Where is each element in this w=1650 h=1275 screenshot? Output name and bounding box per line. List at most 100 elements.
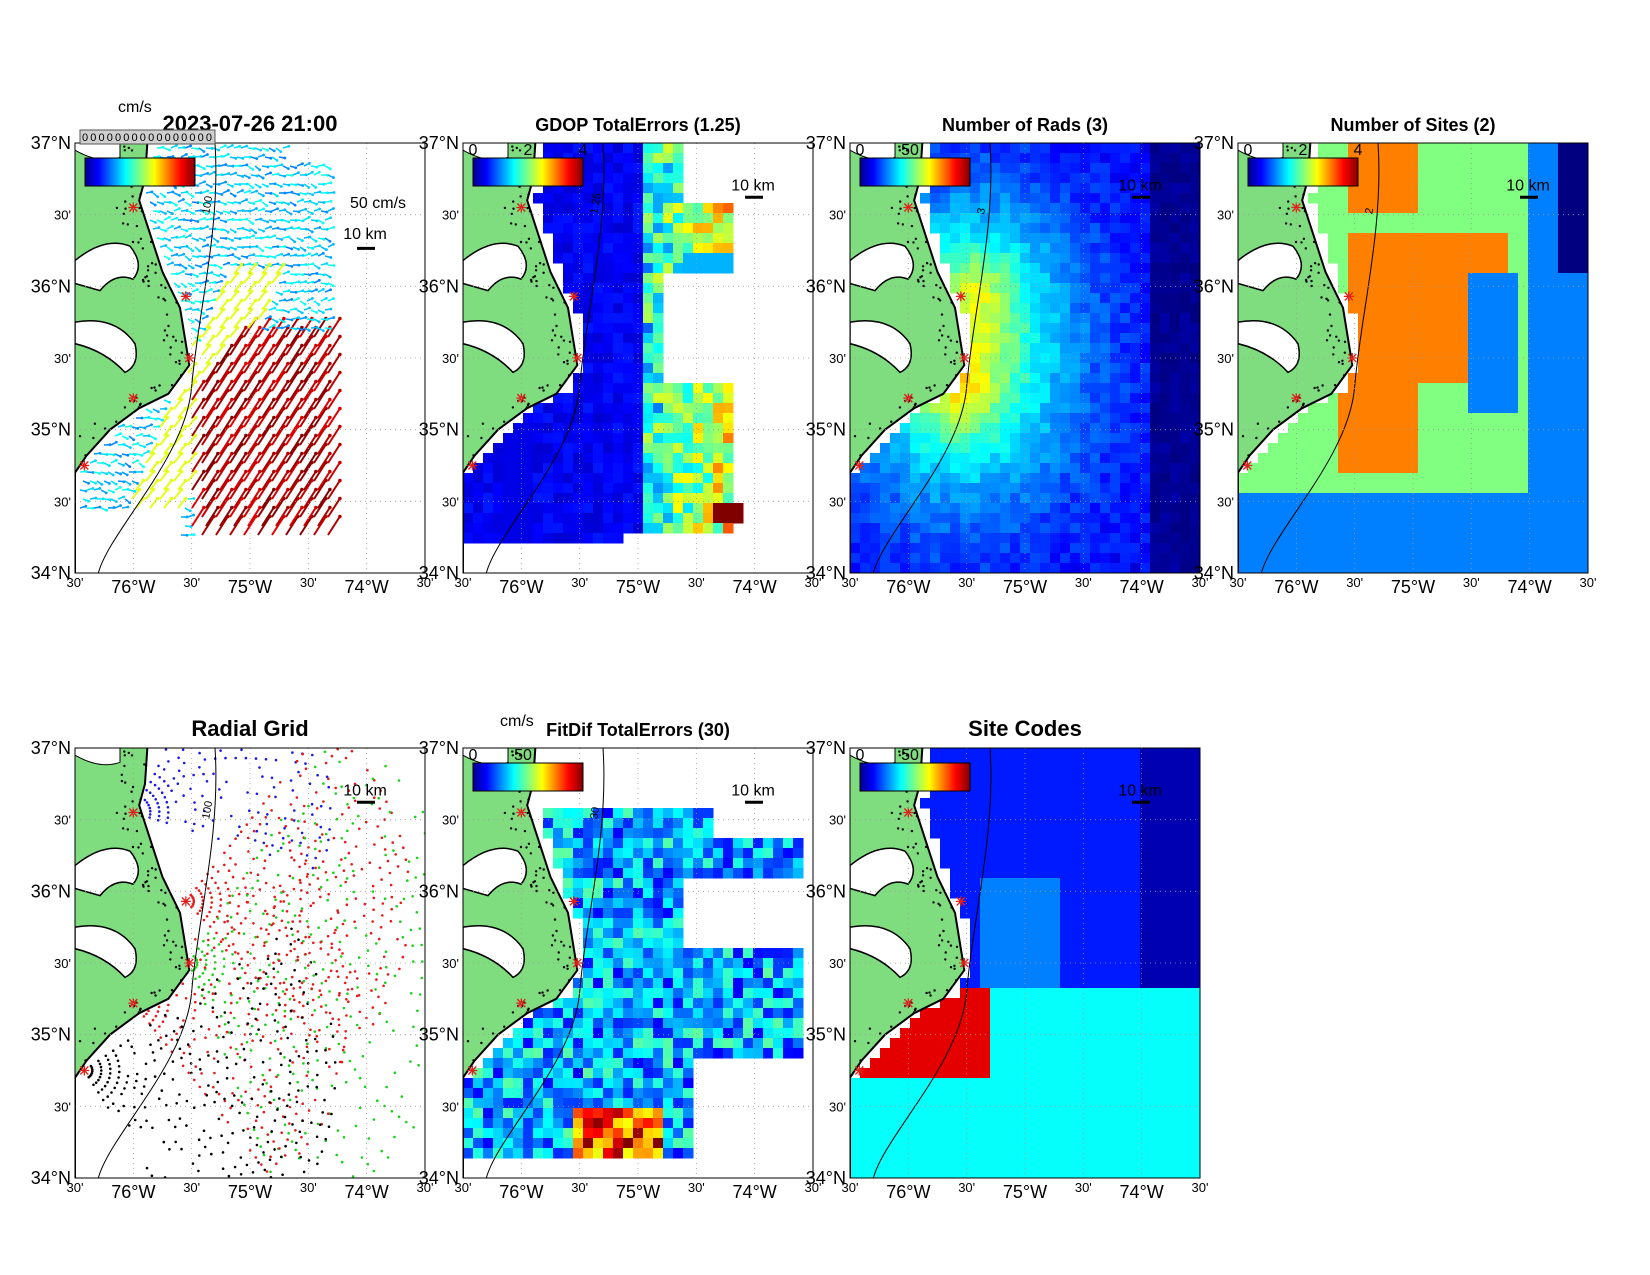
scale-bar-label: 10 km [1118, 177, 1162, 194]
lat-tick-label: 37°N [419, 738, 459, 758]
radar-site-marker [1242, 460, 1253, 471]
radar-site-marker [184, 353, 195, 363]
panel-title-rads: Number of Rads (3) [942, 115, 1108, 135]
colorbar-unit-fitdif: cm/s [500, 713, 534, 730]
lon-tick-label: 30' [958, 1180, 975, 1195]
isobath-contour [1260, 143, 1380, 573]
albemarle-sound [850, 847, 914, 897]
lat-tick-label: 35°N [31, 420, 71, 440]
radar-site-marker [572, 958, 583, 968]
panel-site-codes: 37°N30'36°N30'35°N30'34°N30' 76°W 30' 75°W 3… [806, 738, 1209, 1202]
lat-tick-label: 36°N [806, 881, 846, 901]
pamlico-sound [75, 320, 137, 374]
lon-tick-label: 30' [300, 575, 317, 590]
data-cells [1238, 143, 1588, 573]
graticule [850, 748, 1200, 1178]
pamlico-sound [75, 925, 137, 979]
graticule [463, 143, 813, 573]
lat-tick-label: 34°N [31, 1168, 71, 1188]
scale-bar-label: 10 km [343, 226, 387, 243]
scale-bar-label: 10 km [343, 782, 387, 799]
lat-tick-label: 30' [54, 1099, 71, 1114]
isobath-contour [872, 748, 992, 1178]
albemarle-sound [75, 847, 139, 897]
map-frame [74, 142, 426, 574]
albemarle-sound [1238, 242, 1302, 292]
scale-bar: 10 km [1118, 177, 1162, 199]
radar-site-marker [572, 353, 583, 363]
lat-tick-label: 35°N [31, 1025, 71, 1045]
radar-site-marker [1343, 291, 1354, 302]
coast-islands [466, 750, 572, 1062]
lat-tick-label: 30' [829, 351, 846, 366]
lon-tick-label: 30' [417, 575, 434, 590]
lon-tick-label: 30' [958, 575, 975, 590]
lon-tick-label: 74°W [1120, 1182, 1164, 1202]
vector-scale-legend: 50 cm/s [350, 195, 406, 212]
lon-tick-label: 30' [183, 1180, 200, 1195]
panel-title-fitdif: FitDif TotalErrors (30) [546, 720, 730, 740]
scale-bar: 10 km [1118, 782, 1162, 804]
albemarle-sound [463, 242, 527, 292]
lon-tick-label: 30' [1230, 575, 1247, 590]
lon-tick-label: 75°W [1003, 1182, 1047, 1202]
lon-tick-label: 75°W [1391, 577, 1435, 597]
radar-site-marker [467, 460, 478, 471]
radial-grid-points [87, 748, 425, 1178]
map-area [1238, 143, 1588, 573]
scale-bar-label: 10 km [1118, 782, 1162, 799]
radar-site-marker [180, 896, 191, 907]
contour-label: 30 [588, 806, 602, 820]
colorbar-tick-label: 0 [1244, 142, 1253, 159]
scale-bar: 10 km [731, 782, 775, 804]
lon-tick-label: 76°W [886, 1182, 930, 1202]
radar-site-marker [79, 1065, 90, 1076]
radar-site-marker [854, 1065, 865, 1076]
colorbar-tick-label: 2 [1299, 142, 1308, 159]
bay-inlet [75, 748, 121, 766]
lon-tick-label: 75°W [1003, 577, 1047, 597]
panel-radial-grid: 37°N30'36°N30'35°N30'34°N30' 76°W 30' 75°W 3… [31, 738, 434, 1202]
isobath-contour [485, 143, 605, 573]
lat-tick-label: 37°N [419, 133, 459, 153]
map-frame [462, 142, 814, 574]
colorbar: 0 50 [469, 747, 584, 792]
lat-tick-label: 30' [54, 208, 71, 223]
lon-tick-label: 76°W [1274, 577, 1318, 597]
lon-tick-label: 76°W [111, 577, 155, 597]
lat-tick-label: 34°N [806, 1168, 846, 1188]
lat-tick-label: 30' [442, 956, 459, 971]
lat-tick-label: 37°N [806, 133, 846, 153]
lat-tick-label: 30' [1217, 208, 1234, 223]
lat-tick-label: 30' [442, 351, 459, 366]
contour-label: 1.25 [588, 192, 604, 215]
lon-tick-label: 74°W [345, 577, 389, 597]
lat-tick-label: 34°N [31, 563, 71, 583]
map-area [75, 748, 425, 1178]
coast-islands [78, 750, 184, 1062]
lon-tick-label: 30' [1346, 575, 1363, 590]
colorbar-tick-label: 0 [469, 142, 478, 159]
lat-tick-label: 30' [442, 1099, 459, 1114]
map-frame [462, 747, 814, 1179]
lon-tick-label: 30' [571, 575, 588, 590]
radar-site-marker [516, 202, 527, 213]
map-area [850, 748, 1200, 1178]
lat-tick-label: 34°N [419, 563, 459, 583]
legend-overlap-box: 0000000000000000 [79, 129, 216, 145]
lon-tick-label: 30' [842, 575, 859, 590]
current-vectors [79, 144, 342, 537]
lat-tick-label: 30' [829, 494, 846, 509]
lat-tick-label: 30' [442, 494, 459, 509]
radar-site-marker [1291, 202, 1302, 213]
lon-tick-label: 74°W [1120, 577, 1164, 597]
lon-tick-label: 30' [67, 575, 84, 590]
colorbar-tick-label: 50 [901, 142, 919, 159]
colorbar-tick-label: 50 [514, 747, 532, 764]
lon-tick-label: 75°W [616, 1182, 660, 1202]
lat-tick-label: 37°N [1194, 133, 1234, 153]
colorbar-tick-label: 4 [579, 142, 588, 159]
isobath-contour [872, 143, 992, 573]
colorbar-tick-label: 2 [524, 142, 533, 159]
